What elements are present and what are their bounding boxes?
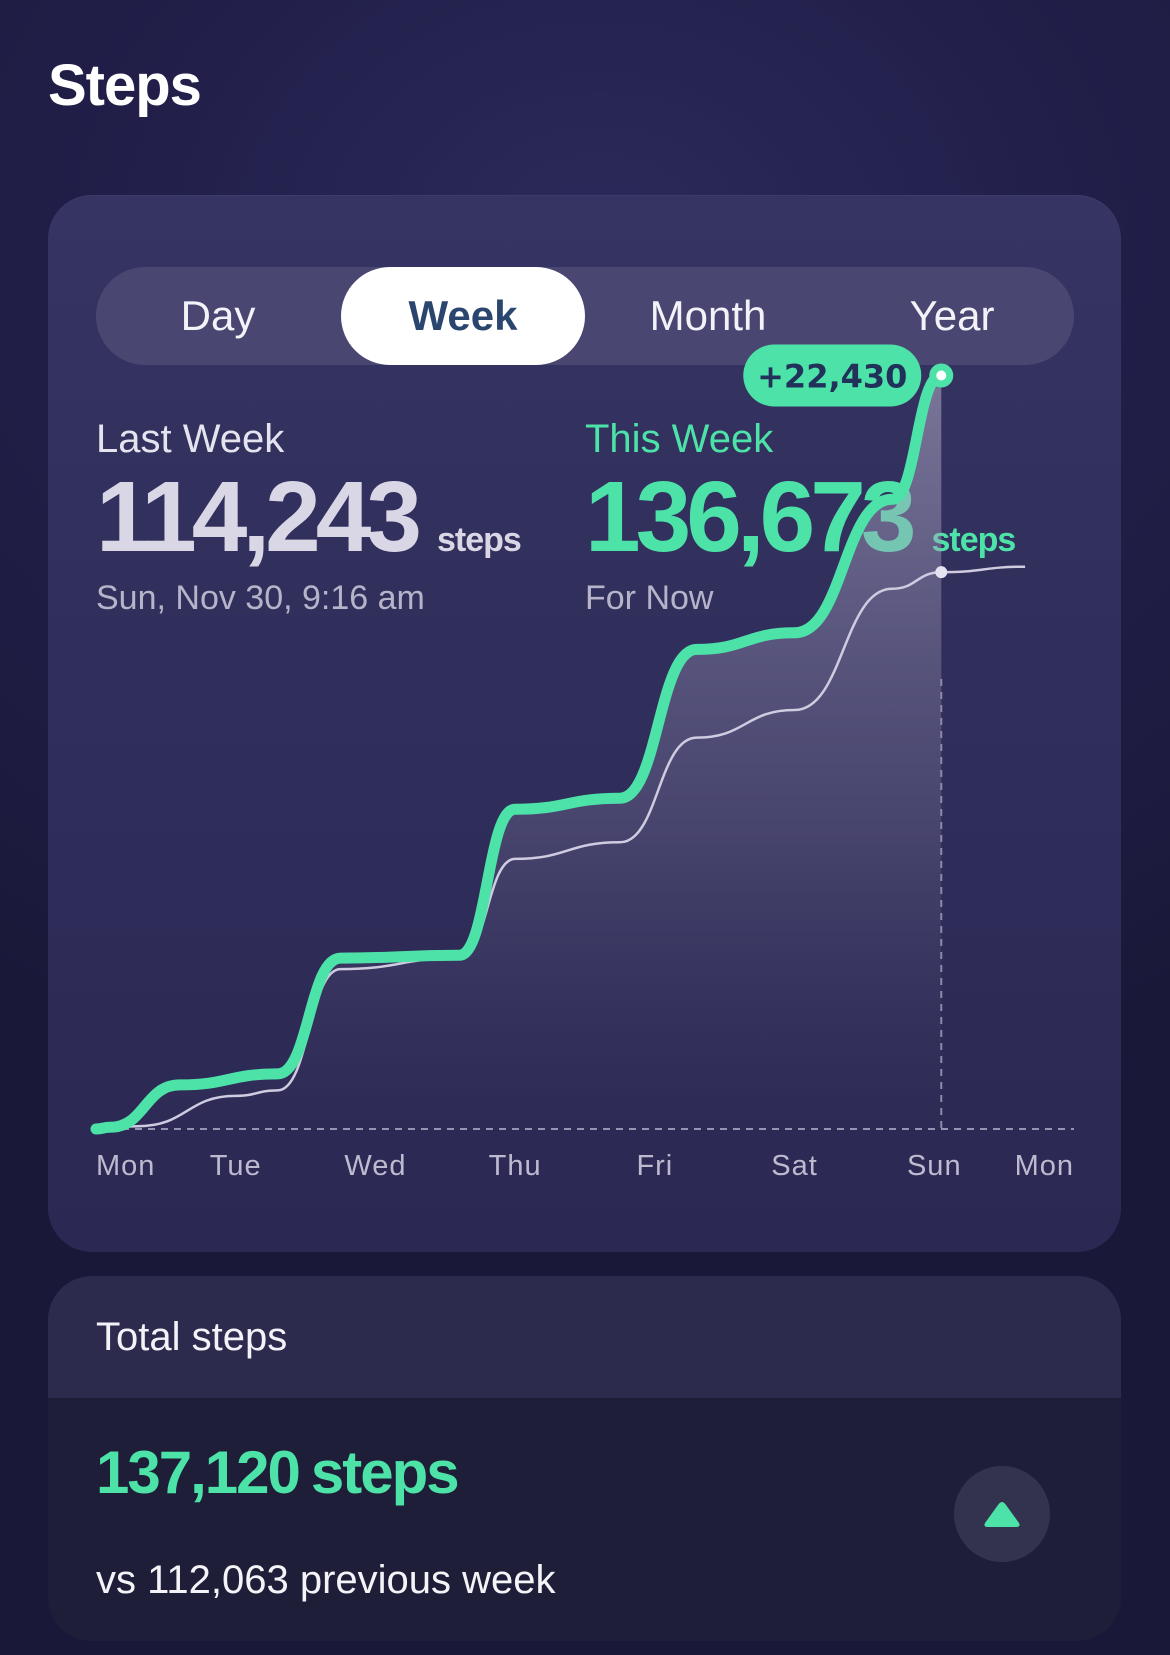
- total-steps-card: Total steps 137,120 steps vs 112,063 prev…: [48, 1276, 1121, 1641]
- x-axis-label: Sun: [907, 1150, 962, 1182]
- period-segmented-control: Day Week Month Year: [96, 267, 1074, 365]
- last-week-stat: Last Week 114,243 steps Sun, Nov 30, 9:1…: [96, 415, 522, 618]
- last-week-unit: steps: [436, 521, 522, 559]
- total-steps-value: 137,120 steps: [96, 1438, 460, 1507]
- tab-year[interactable]: Year: [909, 292, 995, 339]
- difference-badge: [743, 344, 922, 407]
- last-week-label: Last Week: [96, 417, 285, 461]
- x-axis-label: Tue: [210, 1150, 262, 1182]
- this-week-label: This Week: [585, 417, 774, 461]
- last-week-now-point: [935, 566, 948, 579]
- last-week-value: 114,243: [96, 461, 422, 573]
- this-week-area: [96, 375, 942, 1129]
- tab-week[interactable]: Week: [341, 267, 585, 365]
- x-axis-label: Mon: [1015, 1150, 1074, 1182]
- page-title: Steps: [48, 53, 202, 118]
- total-steps-comparison: vs 112,063 previous week: [96, 1558, 556, 1602]
- this-week-stat: This Week 136,673 steps For Now: [585, 415, 1016, 618]
- this-week-line: [90, 370, 947, 1135]
- last-week-line: [95, 565, 1026, 1131]
- triangle-up-icon: [984, 1502, 1020, 1527]
- x-axis-label: Wed: [344, 1150, 406, 1182]
- tab-day[interactable]: Day: [180, 292, 256, 339]
- total-steps-number: 137,120: [96, 1439, 301, 1506]
- this-week-subtitle: For Now: [585, 579, 714, 617]
- total-steps-header: Total steps: [48, 1276, 1121, 1398]
- steps-summary-card: Day Week Month Year Last Week 114,243 st…: [48, 195, 1121, 1252]
- x-axis-label: Sat: [771, 1150, 818, 1182]
- this-week-unit: steps: [931, 521, 1016, 559]
- difference-badge-text: +22,430: [757, 358, 907, 396]
- this-week-now-point-center: [936, 370, 947, 381]
- trend-button[interactable]: [954, 1466, 1050, 1562]
- total-steps-body: 137,120 steps vs 112,063 previous week: [48, 1398, 1121, 1641]
- tab-month[interactable]: Month: [649, 292, 767, 339]
- total-steps-unit: steps: [310, 1439, 460, 1506]
- weekly-steps-chart: +22,430 Mon Tue Wed Thu Fri Sat Sun Mon: [90, 344, 1074, 1182]
- x-axis-label: Mon: [96, 1150, 155, 1182]
- x-axis-label: Thu: [489, 1150, 542, 1182]
- last-week-subtitle: Sun, Nov 30, 9:16 am: [96, 579, 425, 617]
- x-axis-label: Fri: [636, 1150, 673, 1182]
